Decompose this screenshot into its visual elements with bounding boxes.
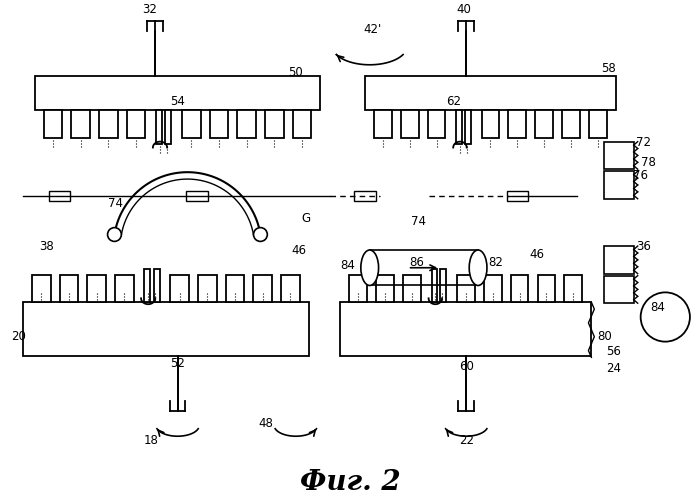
Bar xyxy=(182,110,201,138)
Bar xyxy=(115,274,134,302)
Text: 38: 38 xyxy=(39,240,54,252)
Text: 22: 22 xyxy=(458,434,474,446)
Ellipse shape xyxy=(360,250,379,286)
Bar xyxy=(99,110,118,138)
Bar xyxy=(170,274,189,302)
Text: 76: 76 xyxy=(633,168,648,181)
Circle shape xyxy=(253,228,267,241)
Bar xyxy=(401,110,419,138)
Bar xyxy=(349,274,367,302)
Text: 18: 18 xyxy=(144,434,158,446)
Bar xyxy=(604,171,634,199)
Bar xyxy=(127,110,146,138)
Bar xyxy=(604,246,634,274)
Bar xyxy=(403,274,421,302)
Bar xyxy=(210,110,228,138)
Bar xyxy=(604,142,634,169)
Bar xyxy=(293,110,312,138)
Text: 74: 74 xyxy=(412,215,426,228)
Bar xyxy=(456,110,462,144)
Bar xyxy=(562,110,580,138)
Bar xyxy=(440,268,446,302)
Text: 36: 36 xyxy=(636,240,651,252)
Text: 84: 84 xyxy=(341,260,356,272)
Bar xyxy=(225,274,244,302)
Bar xyxy=(589,110,607,138)
Bar xyxy=(507,191,528,200)
Bar xyxy=(281,274,300,302)
Bar xyxy=(536,110,553,138)
Text: 56: 56 xyxy=(607,345,622,358)
Circle shape xyxy=(640,292,690,342)
Bar xyxy=(32,274,50,302)
Bar xyxy=(71,110,90,138)
Bar xyxy=(428,110,445,138)
Bar xyxy=(604,276,634,303)
Text: 58: 58 xyxy=(601,62,615,75)
Bar xyxy=(511,274,528,302)
Bar xyxy=(508,110,526,138)
Bar xyxy=(457,274,475,302)
Text: 24: 24 xyxy=(606,362,622,374)
Bar xyxy=(482,110,499,138)
Bar xyxy=(186,191,208,200)
Bar xyxy=(198,274,216,302)
Bar xyxy=(23,302,309,356)
Circle shape xyxy=(108,228,121,241)
Bar xyxy=(153,268,160,302)
Bar xyxy=(340,302,592,356)
Bar xyxy=(365,76,616,110)
Text: 48: 48 xyxy=(259,417,274,430)
Bar xyxy=(374,110,392,138)
Bar xyxy=(165,110,172,144)
Bar xyxy=(253,274,272,302)
Bar xyxy=(156,110,162,144)
Text: 54: 54 xyxy=(170,94,185,108)
Bar xyxy=(564,274,582,302)
Text: 74: 74 xyxy=(108,197,123,210)
Bar xyxy=(35,76,321,110)
Text: 40: 40 xyxy=(457,3,472,16)
Text: Фиг. 2: Фиг. 2 xyxy=(300,469,400,496)
Bar xyxy=(354,191,376,200)
Text: 78: 78 xyxy=(641,156,656,169)
Text: 82: 82 xyxy=(489,256,503,270)
Bar xyxy=(538,274,555,302)
Bar xyxy=(465,110,471,144)
Bar xyxy=(237,110,256,138)
Text: 62: 62 xyxy=(446,94,461,108)
Bar xyxy=(144,268,150,302)
Text: 72: 72 xyxy=(636,136,651,149)
Text: 46: 46 xyxy=(291,244,307,258)
Bar xyxy=(432,268,438,302)
Text: 32: 32 xyxy=(143,3,158,16)
Text: 46: 46 xyxy=(530,248,545,262)
Bar xyxy=(484,274,501,302)
Text: 84: 84 xyxy=(650,300,665,314)
Bar xyxy=(48,191,70,200)
Bar xyxy=(43,110,62,138)
Ellipse shape xyxy=(469,250,487,286)
Text: 86: 86 xyxy=(410,256,424,270)
Text: 60: 60 xyxy=(458,360,474,373)
Text: G: G xyxy=(301,212,310,225)
Bar xyxy=(265,110,284,138)
Bar xyxy=(376,274,394,302)
Text: 80: 80 xyxy=(597,330,612,343)
Text: 50: 50 xyxy=(288,66,303,79)
Text: 20: 20 xyxy=(11,330,27,343)
Bar xyxy=(88,274,106,302)
Text: 52: 52 xyxy=(170,357,185,370)
Text: 42': 42' xyxy=(363,23,382,36)
Bar xyxy=(60,274,78,302)
